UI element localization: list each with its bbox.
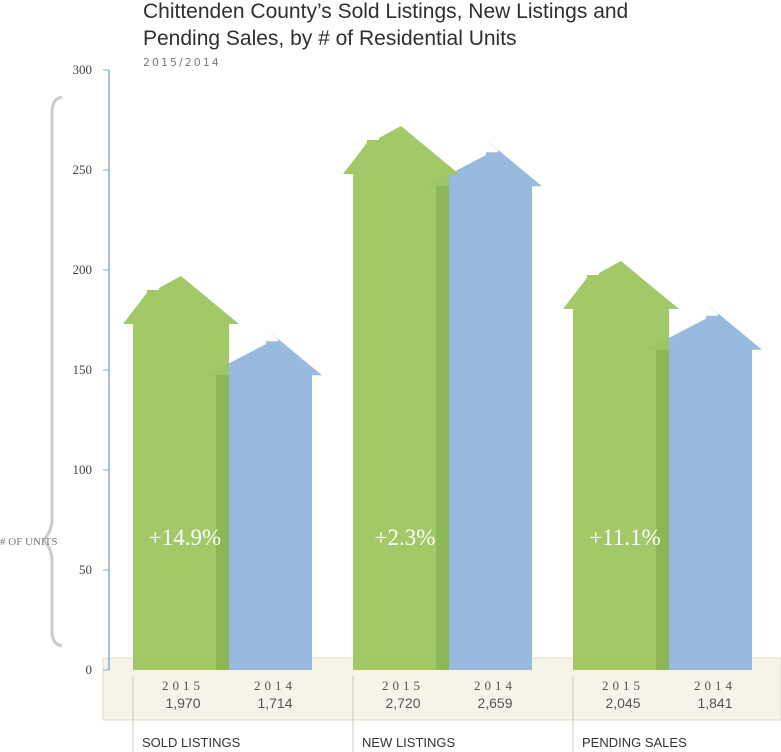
bar-2015-1	[343, 126, 459, 670]
y-axis-label: # OF UNITS	[0, 536, 57, 548]
bars: +14.9% +2.3% +11.1%	[123, 126, 762, 670]
overlap-strip	[216, 375, 229, 670]
house-shape	[123, 276, 239, 670]
value-label: 2,720	[385, 695, 420, 711]
house-shape	[646, 301, 762, 670]
category-label: SOLD LISTINGS	[142, 735, 241, 750]
bar-2014-0	[206, 327, 322, 670]
overlap-strip	[436, 186, 449, 670]
year-label: 2014	[254, 678, 296, 693]
y-tick-label: 150	[73, 362, 93, 377]
change-label: +14.9%	[149, 525, 221, 550]
house-shape	[206, 327, 322, 670]
y-tick-label: 300	[73, 62, 93, 77]
value-label: 1,970	[165, 695, 200, 711]
value-label: 1,841	[697, 695, 732, 711]
house-shape	[343, 126, 459, 670]
year-label: 2014	[474, 678, 516, 693]
overlap-strip	[656, 349, 669, 670]
year-label: 2015	[162, 678, 204, 693]
chart-title-line-2: Pending Sales, by # of Residential Units	[143, 27, 517, 50]
y-tick-label: 0	[86, 662, 93, 677]
y-tick-label: 200	[73, 262, 93, 277]
y-tick-label: 100	[73, 462, 93, 477]
value-label: 2,045	[605, 695, 640, 711]
bar-2015-2	[563, 261, 679, 670]
category-label: PENDING SALES	[582, 735, 687, 750]
value-label: 1,714	[257, 695, 292, 711]
category-label: NEW LISTINGS	[362, 735, 456, 750]
year-label: 2014	[694, 678, 736, 693]
year-label: 2015	[602, 678, 644, 693]
bar-2015-0	[123, 276, 239, 670]
year-label: 2015	[382, 678, 424, 693]
bar-2014-1	[426, 138, 542, 670]
chart-title-line-1: Chittenden County’s Sold Listings, New L…	[143, 0, 628, 23]
change-label: +2.3%	[375, 525, 436, 550]
bar-2014-2	[646, 301, 762, 670]
change-label: +11.1%	[589, 525, 661, 550]
y-tick-label: 50	[79, 562, 92, 577]
house-shape	[426, 138, 542, 670]
house-shape	[563, 261, 679, 670]
y-axis-brace	[42, 95, 63, 648]
chart-subtitle: 2015/2014	[143, 56, 221, 69]
value-label: 2,659	[477, 695, 512, 711]
value-table: 2015 1,970 2014 1,714 SOLD LISTINGS 2015 2,720…	[132, 676, 736, 752]
y-ticks: 0 50 100 150 200 250 300	[73, 62, 109, 677]
y-tick-label: 250	[73, 162, 93, 177]
